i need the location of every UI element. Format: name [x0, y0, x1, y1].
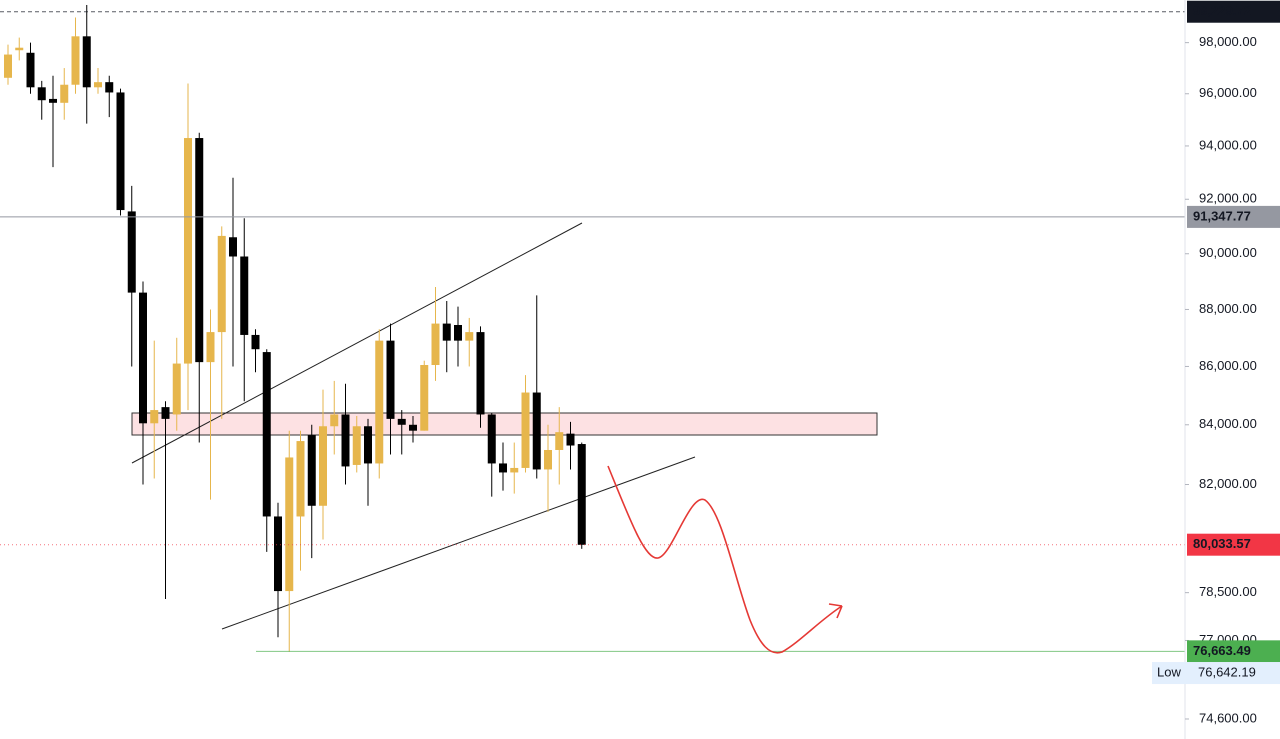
- low-label-box: [1152, 662, 1280, 685]
- y-tick-label: 96,000.00: [1199, 85, 1257, 100]
- candle-body: [71, 36, 80, 85]
- candle-body: [476, 332, 485, 415]
- candle-body: [465, 332, 474, 341]
- candle-body: [544, 449, 552, 470]
- candle-body: [26, 52, 35, 88]
- candle-body: [352, 426, 361, 465]
- candle-body: [60, 84, 69, 103]
- price-label-box: [1187, 0, 1280, 23]
- candle-body: [15, 47, 24, 51]
- price-axis: 98,000.00 96,000.00 94,000.00 92,000.00 90,0…: [1152, 0, 1280, 725]
- low-label: Low: [1157, 664, 1181, 679]
- candle-body: [105, 82, 114, 93]
- candle-body: [409, 424, 417, 431]
- price-label: 76,663.49: [1193, 643, 1251, 658]
- candle-body: [285, 457, 294, 592]
- candle-body: [82, 36, 91, 88]
- candles: [0, 4, 1185, 652]
- candle-body: [431, 323, 440, 366]
- price-label: 80,033.57: [1193, 536, 1251, 551]
- candle-body: [184, 138, 192, 364]
- candle-body: [139, 292, 147, 424]
- resistance-zone: [131, 412, 878, 436]
- candle-body: [127, 211, 136, 293]
- candle-body: [487, 414, 496, 464]
- candle-body: [319, 426, 327, 506]
- y-tick-label: 88,000.00: [1199, 301, 1257, 316]
- candle-body: [240, 256, 249, 335]
- candle-body: [375, 340, 384, 464]
- y-tick-label: 90,000.00: [1199, 245, 1257, 260]
- candle-body: [161, 407, 170, 419]
- candle-body: [386, 340, 395, 419]
- candle-body: [229, 237, 237, 257]
- candle-body: [532, 392, 541, 470]
- y-tick-label: 86,000.00: [1199, 358, 1257, 373]
- trend-line-upper: [131, 222, 583, 464]
- candle-body: [116, 92, 125, 211]
- candle-body: [296, 441, 305, 517]
- y-tick-label: 84,000.00: [1199, 416, 1257, 431]
- price-label: 99,229.72: [1193, 3, 1251, 18]
- price-label: 91,347.77: [1193, 208, 1251, 223]
- candle-body: [566, 433, 575, 446]
- candle-body: [510, 467, 519, 473]
- candle-body: [307, 435, 316, 506]
- price-label-box: [1187, 533, 1280, 556]
- candle-body: [94, 82, 102, 88]
- candle-body: [397, 418, 406, 425]
- y-tick-label: 94,000.00: [1199, 137, 1257, 152]
- candle-body: [274, 516, 282, 592]
- candle-body: [49, 98, 57, 103]
- candle-body: [217, 235, 226, 333]
- y-tick-label: 78,500.00: [1199, 584, 1257, 599]
- candle-body: [521, 392, 530, 468]
- candle-body: [262, 352, 271, 517]
- y-tick-label: 92,000.00: [1199, 191, 1257, 206]
- candle-body: [454, 324, 462, 341]
- candle-body: [555, 432, 564, 450]
- candle-body: [499, 463, 507, 473]
- candle-body: [577, 444, 586, 545]
- y-tick-label: 74,600.00: [1199, 710, 1257, 725]
- projection-path: [607, 465, 843, 654]
- candle-body: [330, 414, 339, 427]
- candle-body: [251, 334, 260, 350]
- candle-body: [364, 426, 372, 464]
- candle-body: [341, 414, 350, 467]
- price-label-box: [1187, 640, 1280, 663]
- candle-body: [195, 138, 204, 363]
- candle-body: [172, 363, 181, 415]
- y-tick-label: 82,000.00: [1199, 476, 1257, 491]
- candle-body: [420, 365, 429, 431]
- candle-body: [442, 323, 451, 341]
- candle-body: [4, 54, 12, 78]
- candle-body: [150, 410, 159, 424]
- low-value-label: 76,642.19: [1198, 664, 1256, 679]
- candle-body: [37, 87, 46, 101]
- y-tick-label: 98,000.00: [1199, 34, 1257, 49]
- price-label-box: [1187, 205, 1280, 228]
- candle-body: [206, 332, 215, 363]
